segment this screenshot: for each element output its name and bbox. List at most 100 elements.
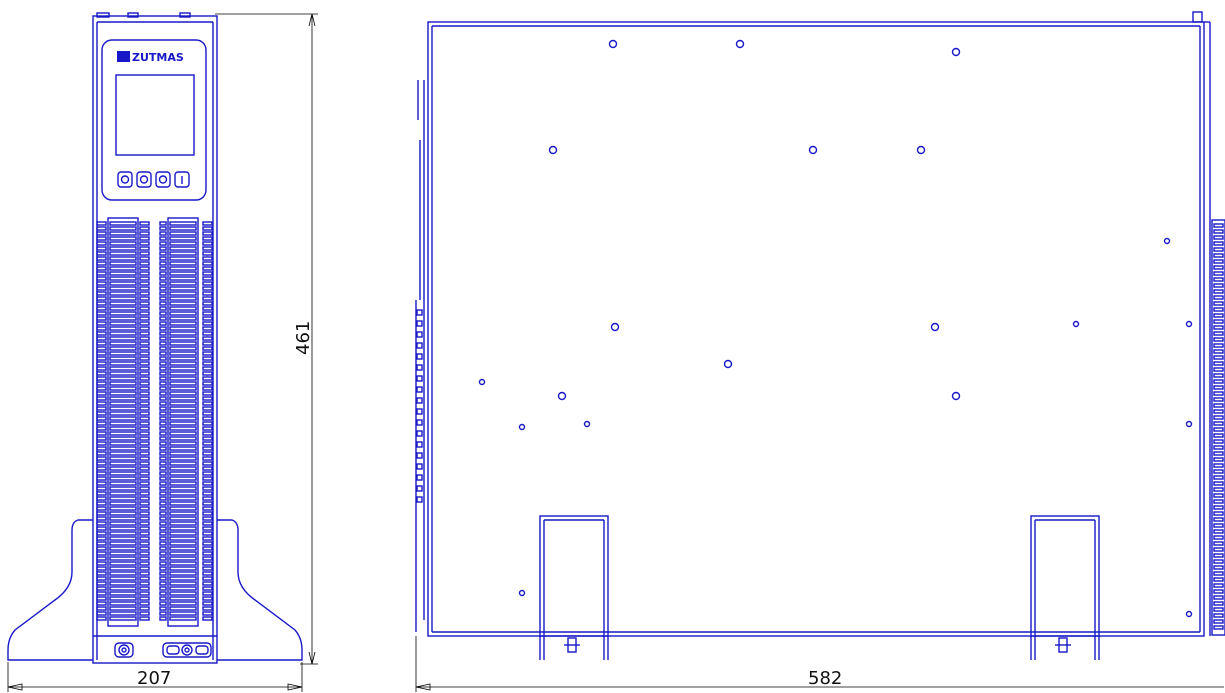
vent-slot <box>1213 499 1224 504</box>
vent-slot <box>202 286 213 291</box>
vent-slot <box>202 446 213 451</box>
vent-slot <box>202 241 213 246</box>
vent-slot <box>159 546 167 551</box>
vent-slot <box>169 261 197 266</box>
vent-slot <box>159 406 167 411</box>
vent-slot <box>109 341 137 346</box>
vent-slot <box>1213 607 1224 612</box>
vent-slot <box>109 371 137 376</box>
vent-slot <box>96 561 107 566</box>
vent-slot <box>96 286 107 291</box>
side-panel <box>427 21 1205 637</box>
vent-slot <box>202 386 213 391</box>
front-view: ZUTMAS <box>7 12 303 664</box>
vent-slot <box>109 596 137 601</box>
vent-slot <box>109 436 137 441</box>
vent-slot <box>96 546 107 551</box>
vent-slot <box>96 521 107 526</box>
mounting-hole <box>557 391 567 401</box>
vent-slot <box>159 256 167 261</box>
vent-slot <box>1213 469 1224 474</box>
rear-vent-strip <box>1211 219 1225 636</box>
vent-slot <box>139 536 150 541</box>
vent-slot <box>1213 541 1224 546</box>
vent-slot <box>139 496 150 501</box>
vent-slot <box>139 336 150 341</box>
connector-icon <box>118 644 130 656</box>
vent-slot <box>96 466 107 471</box>
vent-slot <box>202 551 213 556</box>
vent-slot <box>96 301 107 306</box>
vent-slot <box>1213 235 1224 240</box>
vent-slot <box>96 221 107 226</box>
vent-slot <box>169 361 197 366</box>
vent-slot <box>96 436 107 441</box>
vent-slot <box>159 316 167 321</box>
vent-slot <box>109 266 137 271</box>
vent-slot <box>202 531 213 536</box>
vent-slot <box>159 431 167 436</box>
vent-slot <box>96 361 107 366</box>
vent-slot <box>169 376 197 381</box>
vent-slot <box>1213 373 1224 378</box>
vent-slot <box>169 341 197 346</box>
vent-slot <box>1213 451 1224 456</box>
edge-hole <box>416 375 423 382</box>
vent-slot <box>169 426 197 431</box>
control-buttons <box>117 171 190 188</box>
vent-slot <box>1213 397 1224 402</box>
vent-slot <box>159 421 167 426</box>
vent-slot <box>139 456 150 461</box>
vent-slot <box>169 436 197 441</box>
vent-slot <box>159 251 167 256</box>
vent-slot <box>139 476 150 481</box>
edge-hole <box>416 430 423 437</box>
vent-slot <box>96 396 107 401</box>
vent-slot <box>96 381 107 386</box>
vent-slot <box>96 311 107 316</box>
vent-slot <box>109 521 137 526</box>
vent-slot <box>139 221 150 226</box>
vent-slot <box>96 516 107 521</box>
vent-slot <box>96 281 107 286</box>
vent-slot <box>159 411 167 416</box>
vent-slot <box>1213 553 1224 558</box>
vent-slot <box>202 336 213 341</box>
vent-slot <box>109 246 137 251</box>
vent-slot <box>169 396 197 401</box>
vent-slot <box>1213 319 1224 324</box>
vent-slot <box>139 421 150 426</box>
vent-slot <box>159 416 167 421</box>
vent-slot <box>1213 265 1224 270</box>
vent-slot <box>159 386 167 391</box>
vent-slot <box>109 261 137 266</box>
vent-slot <box>202 396 213 401</box>
edge-hole <box>416 364 423 371</box>
vent-slot <box>202 381 213 386</box>
vent-slot <box>1213 613 1224 618</box>
power-icon <box>117 171 133 188</box>
vent-slot <box>169 291 197 296</box>
vent-slot <box>169 236 197 241</box>
vent-slot <box>202 221 213 226</box>
vent-slot <box>139 571 150 576</box>
vent-slot <box>1213 601 1224 606</box>
vent-slot <box>202 611 213 616</box>
vent-slot <box>159 371 167 376</box>
vent-slot <box>96 486 107 491</box>
vent-slot <box>109 416 137 421</box>
vent-slot <box>139 466 150 471</box>
vent-slot <box>159 246 167 251</box>
vent-slot <box>202 306 213 311</box>
vent-slot <box>202 426 213 431</box>
vent-slot <box>159 466 167 471</box>
vent-slot <box>169 471 197 476</box>
vent-slot <box>109 591 137 596</box>
vent-slot <box>169 516 197 521</box>
vent-slot <box>139 581 150 586</box>
vent-slot <box>1213 463 1224 468</box>
vent-slot <box>202 606 213 611</box>
vent-slot <box>109 301 137 306</box>
vent-slot <box>169 356 197 361</box>
mounting-hole <box>1185 610 1193 618</box>
